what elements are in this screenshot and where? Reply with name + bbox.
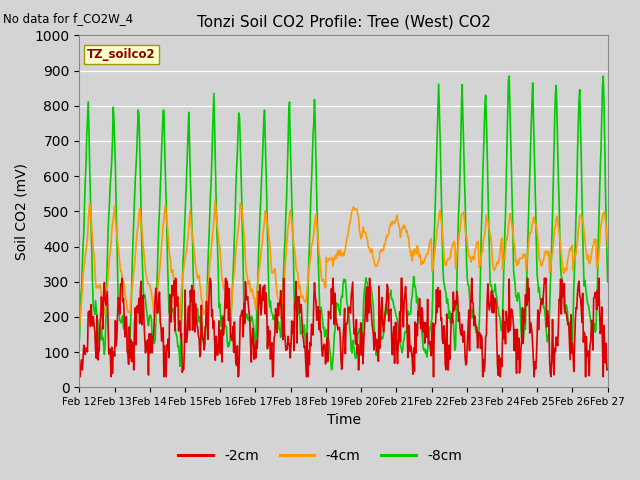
Title: Tonzi Soil CO2 Profile: Tree (West) CO2: Tonzi Soil CO2 Profile: Tree (West) CO2 xyxy=(196,15,490,30)
Text: No data for f_CO2W_4: No data for f_CO2W_4 xyxy=(3,12,133,25)
Legend: -2cm, -4cm, -8cm: -2cm, -4cm, -8cm xyxy=(173,443,467,468)
Y-axis label: Soil CO2 (mV): Soil CO2 (mV) xyxy=(15,163,29,260)
X-axis label: Time: Time xyxy=(326,413,360,427)
Text: TZ_soilco2: TZ_soilco2 xyxy=(87,48,156,60)
